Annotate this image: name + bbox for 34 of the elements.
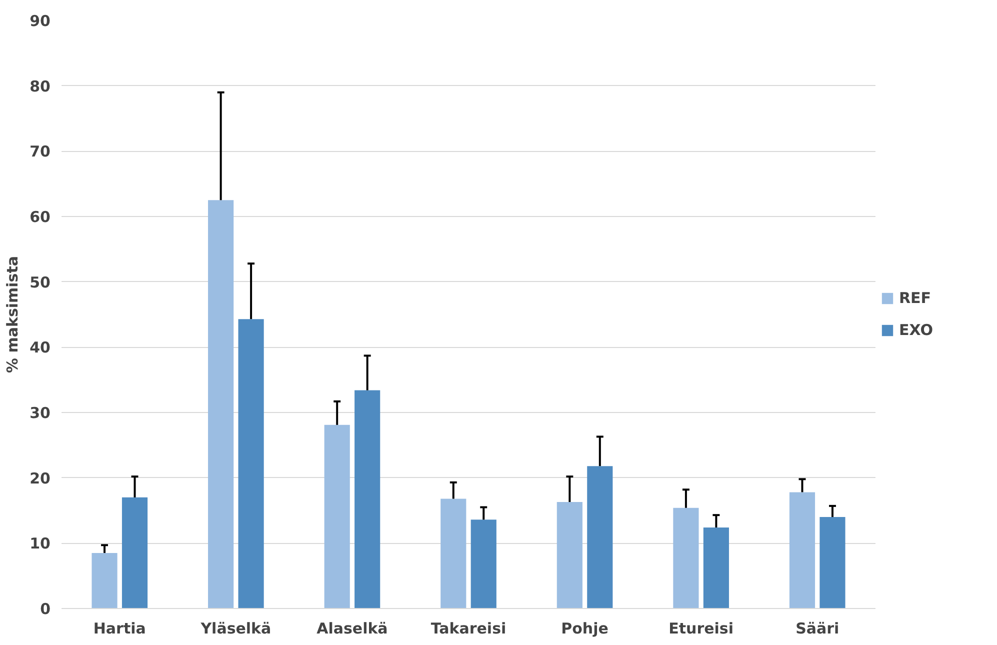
y-tick-label: 90: [30, 12, 50, 30]
y-tick-label: 20: [30, 469, 50, 488]
legend-label: EXO: [899, 321, 934, 339]
x-tick-label: Sääri: [796, 620, 840, 638]
bar: [354, 390, 380, 608]
y-tick-label: 10: [30, 534, 50, 553]
bar: [587, 466, 613, 608]
bar: [556, 502, 582, 608]
y-tick-label: 60: [30, 208, 50, 226]
y-tick-label: 80: [30, 77, 50, 96]
bar: [673, 508, 699, 608]
x-tick-label: Pohje: [561, 620, 608, 638]
bar: [208, 200, 234, 608]
x-tick-label: Takareisi: [430, 620, 506, 638]
bar: [789, 492, 816, 608]
y-tick-label: 30: [30, 404, 50, 422]
legend-label: REF: [899, 289, 932, 307]
bar: [92, 552, 118, 608]
x-tick-label: Hartia: [93, 620, 146, 638]
bar: [238, 319, 264, 608]
x-tick-label: Yläselkä: [200, 620, 272, 638]
bar: [820, 517, 846, 608]
y-axis-title: % maksimista: [4, 256, 22, 374]
bar: [122, 497, 148, 608]
y-tick-label: 40: [30, 338, 50, 357]
y-tick-label: 70: [30, 142, 50, 161]
x-tick-label: Alaselkä: [316, 620, 388, 638]
bar: [703, 527, 729, 608]
bar: [440, 498, 466, 608]
y-tick-label: 0: [40, 600, 50, 618]
x-tick-label: Etureisi: [668, 620, 734, 638]
bar: [324, 424, 350, 608]
y-tick-label: 50: [30, 273, 50, 292]
bar: [470, 520, 496, 608]
